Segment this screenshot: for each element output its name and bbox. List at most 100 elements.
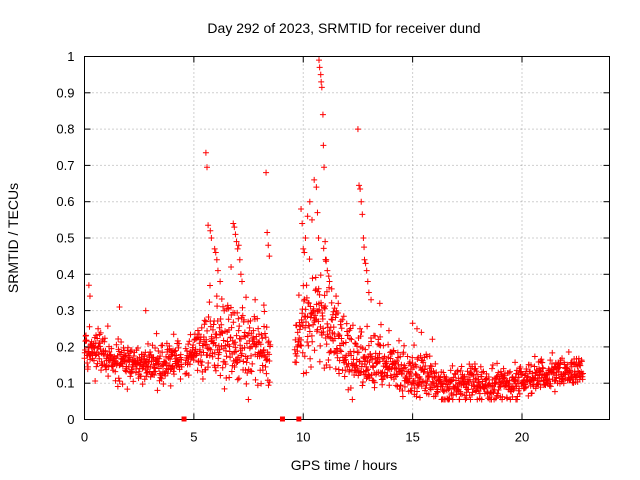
data-point <box>108 345 115 352</box>
data-point <box>97 329 104 336</box>
data-point <box>525 373 532 380</box>
data-point-outlier <box>326 278 333 285</box>
data-point <box>142 359 149 366</box>
data-point-outlier <box>231 224 238 231</box>
data-point-outlier <box>376 300 383 307</box>
data-point <box>91 344 98 351</box>
data-point <box>235 375 242 382</box>
data-point <box>139 381 146 388</box>
data-point <box>177 375 184 382</box>
data-point <box>330 324 337 331</box>
y-tick-label: 0.3 <box>56 303 74 318</box>
data-point <box>267 341 274 348</box>
data-point <box>156 355 163 362</box>
data-point <box>437 374 444 381</box>
data-point <box>106 348 113 355</box>
data-point <box>427 362 434 369</box>
data-point <box>137 373 144 380</box>
data-point <box>397 382 404 389</box>
data-point <box>173 352 180 359</box>
data-point <box>316 291 323 298</box>
data-point <box>83 337 90 344</box>
data-point <box>385 365 392 372</box>
data-point <box>141 376 148 383</box>
data-point <box>232 348 239 355</box>
data-point <box>469 371 476 378</box>
data-point <box>177 351 184 358</box>
data-point <box>297 342 304 349</box>
data-point <box>101 335 108 342</box>
data-point <box>339 316 346 323</box>
data-point <box>147 348 154 355</box>
y-tick-label: 0.8 <box>56 122 74 137</box>
data-point <box>359 382 366 389</box>
data-point <box>307 303 314 310</box>
data-point <box>205 360 212 367</box>
data-point <box>167 356 174 363</box>
data-point <box>170 371 177 378</box>
data-point <box>124 386 131 393</box>
data-point <box>216 349 223 356</box>
data-point <box>537 384 544 391</box>
data-point-outlier <box>116 303 123 310</box>
data-point <box>556 361 563 368</box>
data-point <box>469 363 476 370</box>
data-point <box>186 338 193 345</box>
data-point <box>293 322 300 329</box>
data-point <box>217 315 224 322</box>
data-point-outlier <box>234 245 241 252</box>
axis-ticks: 00.10.20.30.40.50.60.70.80.910 5 10 15 20 <box>56 49 610 445</box>
data-point <box>94 360 101 367</box>
data-point <box>243 380 250 387</box>
data-point <box>124 344 131 351</box>
data-point <box>337 347 344 354</box>
data-point-outlier <box>266 253 273 260</box>
data-point <box>116 348 123 355</box>
data-point <box>371 379 378 386</box>
data-point <box>314 326 321 333</box>
data-point <box>539 359 546 366</box>
data-point <box>170 368 177 375</box>
data-point <box>548 360 555 367</box>
data-point <box>334 309 341 316</box>
y-tick-label: 0.9 <box>56 85 74 100</box>
data-point <box>440 388 447 395</box>
data-point <box>416 379 423 386</box>
data-point-outlier <box>319 111 326 118</box>
data-point <box>420 359 427 366</box>
data-point <box>194 327 201 334</box>
data-point <box>312 312 319 319</box>
data-point-zero <box>296 416 302 422</box>
data-point <box>176 340 182 347</box>
data-point <box>310 305 317 312</box>
data-point <box>564 361 571 368</box>
data-point <box>100 351 107 358</box>
data-point <box>258 380 265 387</box>
data-point <box>349 322 356 329</box>
data-point <box>466 376 473 383</box>
data-point <box>127 348 134 355</box>
data-point <box>92 378 99 385</box>
data-point <box>358 329 365 336</box>
data-point <box>539 364 546 371</box>
data-point <box>98 367 105 374</box>
data-point <box>235 315 242 322</box>
data-point <box>304 333 311 340</box>
data-point <box>154 361 161 368</box>
data-point <box>224 338 231 345</box>
data-point <box>313 328 320 335</box>
data-point <box>167 382 174 389</box>
data-point <box>114 383 121 390</box>
data-point <box>364 323 371 330</box>
data-point <box>428 363 435 370</box>
data-point <box>213 331 220 338</box>
y-axis-label: SRMTID / TECUs <box>5 183 21 293</box>
data-point <box>314 288 321 295</box>
data-point <box>134 345 141 352</box>
data-point <box>429 336 436 343</box>
data-point <box>316 306 323 313</box>
data-point <box>396 337 403 344</box>
data-point <box>307 355 314 362</box>
data-point <box>551 364 558 371</box>
